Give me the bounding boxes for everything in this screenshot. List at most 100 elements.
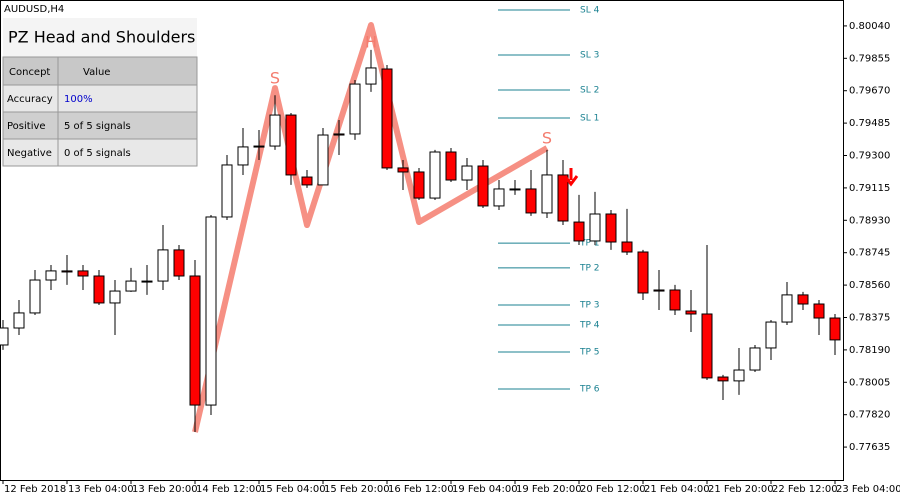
- panel-cell: 0 of 5 signals: [64, 148, 131, 159]
- candle-body: [0, 327, 9, 346]
- x-tick-label: 16 Feb 12:00: [388, 484, 454, 495]
- level-label: TP 3: [579, 301, 600, 311]
- candle-body: [829, 317, 841, 341]
- y-tick-label: 0.79485: [849, 118, 890, 129]
- level-label: TP 1: [579, 239, 600, 249]
- candle-body: [653, 289, 665, 292]
- y-tick-label: 0.79670: [849, 86, 890, 97]
- panel-header-cell: Value: [83, 67, 110, 78]
- candle-body: [141, 280, 153, 283]
- panel-title-bg: [3, 18, 197, 57]
- x-tick-label: 15 Feb 20:00: [324, 484, 390, 495]
- candle-body: [269, 114, 281, 147]
- candle-body: [61, 270, 73, 273]
- x-tick-label: 21 Feb 20:00: [708, 484, 774, 495]
- y-tick-label: 0.78745: [849, 248, 890, 259]
- panel-row: [2, 84, 198, 113]
- panel-cell: Negative: [7, 148, 52, 159]
- x-tick-label: 13 Feb 04:00: [68, 484, 134, 495]
- candle-body: [493, 188, 505, 207]
- candle-body: [173, 249, 185, 277]
- candle-body: [221, 164, 233, 218]
- x-tick-label: 19 Feb 04:00: [452, 484, 518, 495]
- y-tick-label: 0.78560: [849, 280, 890, 291]
- y-tick-label: 0.79855: [849, 53, 890, 64]
- level-label: SL 2: [580, 86, 599, 96]
- candle-body: [93, 275, 105, 304]
- candle-body: [429, 151, 441, 199]
- x-tick-label: 23 Feb 04:00: [836, 484, 900, 495]
- candle-body: [685, 310, 697, 315]
- signal-arrow: [563, 168, 579, 187]
- x-tick-label: 12 Feb 2018: [4, 484, 66, 495]
- y-tick-label: 0.77820: [849, 410, 890, 421]
- plot: SL 4 SL 3 SL 2 SL 1 TP 1 TP 2 TP 3 TP 4 TP 5 TP 6…: [0, 5, 841, 433]
- y-tick-label: 0.80040: [849, 21, 890, 32]
- y-tick-label: 0.79300: [849, 151, 890, 162]
- candle-body: [77, 270, 89, 277]
- x-tick-label: 20 Feb 12:00: [580, 484, 646, 495]
- panel-header-cell: Concept: [9, 67, 50, 78]
- candle-body: [413, 171, 425, 199]
- level-label: SL 4: [580, 5, 600, 15]
- candle-body: [381, 68, 393, 169]
- level-label: TP 2: [579, 263, 600, 273]
- candle-body: [125, 280, 137, 292]
- panel-row: [2, 138, 198, 167]
- candle-body: [301, 176, 313, 186]
- candle-body: [189, 275, 201, 406]
- panel-cell: 100%: [64, 94, 93, 105]
- panel-cell: 5 of 5 signals: [64, 121, 131, 132]
- y-tick-label: 0.78375: [849, 312, 890, 323]
- level-label: SL 3: [580, 50, 599, 60]
- y-tick-label: 0.77635: [849, 442, 890, 453]
- panel-title: PZ Head and Shoulders: [8, 28, 195, 47]
- candle-body: [765, 321, 777, 349]
- candle-body: [285, 114, 297, 176]
- candle-body: [237, 146, 249, 166]
- candle-body: [205, 216, 217, 406]
- level-label: TP 5: [579, 347, 600, 357]
- candle-body: [525, 188, 537, 214]
- pattern-label: H: [365, 33, 377, 52]
- candle-body: [109, 290, 121, 304]
- candle-body: [365, 67, 377, 85]
- candle-body: [797, 294, 809, 305]
- candle-body: [541, 174, 553, 214]
- candle-body: [813, 303, 825, 319]
- candle-body: [317, 134, 329, 186]
- x-tick-label: 22 Feb 12:00: [772, 484, 838, 495]
- candle-body: [461, 165, 473, 181]
- candle-body: [397, 167, 409, 173]
- level-label: TP 6: [579, 384, 600, 394]
- candle-body: [253, 145, 265, 148]
- candle-body: [477, 165, 489, 207]
- x-tick-label: 14 Feb 12:00: [196, 484, 262, 495]
- candle-body: [13, 312, 25, 329]
- candle-body: [157, 249, 169, 282]
- candle-body: [589, 213, 601, 242]
- candle-body: [669, 289, 681, 311]
- chart-title: AUDUSD,H4: [4, 4, 64, 15]
- candle-body: [349, 83, 361, 135]
- candle-body: [29, 279, 41, 314]
- candle-body: [781, 294, 793, 323]
- level-label: SL 1: [580, 114, 599, 124]
- pattern-label: S: [542, 128, 552, 147]
- y-tick-label: 0.78190: [849, 345, 890, 356]
- candle-body: [637, 251, 649, 294]
- y-tick-label: 0.79115: [849, 183, 890, 194]
- level-label: TP 4: [579, 321, 600, 331]
- info-panel: PZ Head and Shoulders Concept Value Accu…: [2, 18, 198, 167]
- y-tick-label: 0.78930: [849, 215, 890, 226]
- candle-body: [557, 174, 569, 222]
- x-tick-label: 15 Feb 04:00: [260, 484, 326, 495]
- candle-body: [573, 221, 585, 242]
- panel-cell: Accuracy: [7, 94, 53, 105]
- pattern-label: S: [270, 69, 280, 88]
- x-tick-label: 21 Feb 04:00: [644, 484, 710, 495]
- candle-body: [749, 347, 761, 371]
- candle-body: [445, 151, 457, 181]
- x-tick-label: 19 Feb 20:00: [516, 484, 582, 495]
